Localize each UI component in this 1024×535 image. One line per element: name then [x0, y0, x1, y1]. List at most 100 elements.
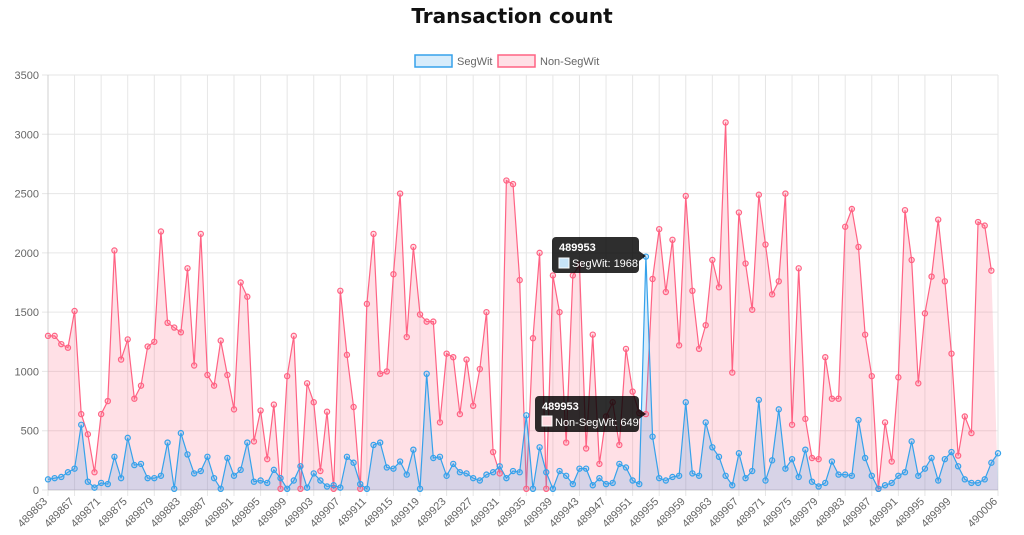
data-point-segwit[interactable] — [629, 477, 636, 484]
data-point-segwit[interactable] — [788, 455, 796, 463]
data-point-segwit[interactable] — [543, 469, 550, 476]
data-point-segwit[interactable] — [184, 451, 191, 458]
data-point-non-segwit[interactable] — [323, 408, 331, 415]
data-point-non-segwit[interactable] — [111, 247, 118, 254]
data-point-segwit[interactable] — [749, 467, 756, 475]
data-point-segwit[interactable] — [124, 434, 131, 442]
data-point-segwit[interactable] — [988, 459, 995, 466]
data-point-non-segwit[interactable] — [596, 460, 603, 468]
data-point-non-segwit[interactable] — [775, 278, 782, 285]
data-point-non-segwit[interactable] — [376, 370, 384, 377]
data-point-segwit[interactable] — [881, 482, 889, 489]
data-point-non-segwit[interactable] — [802, 415, 809, 423]
data-point-segwit[interactable] — [84, 478, 92, 485]
data-point-non-segwit[interactable] — [908, 256, 915, 264]
data-point-non-segwit[interactable] — [655, 225, 663, 233]
data-point-non-segwit[interactable] — [549, 272, 557, 279]
data-point-non-segwit[interactable] — [888, 458, 895, 465]
data-point-segwit[interactable] — [44, 476, 52, 483]
data-point-segwit[interactable] — [436, 453, 444, 460]
data-point-segwit[interactable] — [151, 474, 158, 482]
data-point-segwit[interactable] — [921, 465, 929, 472]
data-point-non-segwit[interactable] — [822, 354, 829, 361]
data-point-non-segwit[interactable] — [649, 275, 656, 283]
data-point-non-segwit[interactable] — [669, 236, 676, 244]
data-point-non-segwit[interactable] — [443, 350, 450, 357]
data-point-non-segwit[interactable] — [762, 241, 769, 248]
data-point-segwit[interactable] — [416, 485, 424, 493]
data-point-segwit[interactable] — [589, 482, 596, 489]
data-point-non-segwit[interactable] — [483, 308, 490, 316]
data-point-non-segwit[interactable] — [396, 190, 404, 197]
data-point-non-segwit[interactable] — [516, 276, 523, 284]
data-point-segwit[interactable] — [297, 463, 304, 470]
data-point-non-segwit[interactable] — [337, 287, 344, 294]
data-point-non-segwit[interactable] — [64, 344, 72, 351]
data-point-segwit[interactable] — [861, 454, 869, 462]
data-point-non-segwit[interactable] — [868, 372, 875, 380]
data-point-segwit[interactable] — [709, 444, 716, 451]
data-point-segwit[interactable] — [948, 448, 955, 456]
data-point-non-segwit[interactable] — [901, 206, 909, 214]
data-point-segwit[interactable] — [217, 485, 224, 493]
data-point-segwit[interactable] — [689, 470, 696, 477]
data-point-segwit[interactable] — [450, 460, 457, 468]
data-point-segwit[interactable] — [795, 473, 802, 481]
data-point-non-segwit[interactable] — [177, 329, 185, 336]
data-point-segwit[interactable] — [848, 472, 856, 479]
data-point-non-segwit[interactable] — [144, 343, 151, 350]
data-point-segwit[interactable] — [443, 472, 450, 479]
data-point-segwit[interactable] — [210, 474, 218, 482]
data-point-segwit[interactable] — [503, 474, 510, 482]
data-point-non-segwit[interactable] — [244, 293, 251, 300]
data-point-segwit[interactable] — [935, 477, 942, 484]
data-point-segwit[interactable] — [529, 485, 537, 493]
data-point-non-segwit[interactable] — [164, 319, 171, 327]
data-point-non-segwit[interactable] — [529, 335, 537, 342]
data-point-non-segwit[interactable] — [383, 368, 391, 375]
data-point-non-segwit[interactable] — [157, 228, 165, 235]
data-point-non-segwit[interactable] — [151, 338, 158, 345]
data-point-segwit[interactable] — [908, 438, 915, 445]
data-point-non-segwit[interactable] — [536, 249, 543, 257]
data-point-non-segwit[interactable] — [788, 421, 796, 428]
data-point-segwit[interactable] — [270, 466, 278, 474]
data-point-segwit[interactable] — [729, 482, 736, 489]
data-point-segwit[interactable] — [822, 479, 829, 487]
data-point-segwit[interactable] — [669, 473, 676, 481]
data-point-segwit[interactable] — [363, 485, 371, 493]
data-point-segwit[interactable] — [264, 479, 271, 487]
data-point-non-segwit[interactable] — [283, 372, 291, 380]
data-point-non-segwit[interactable] — [968, 429, 975, 437]
data-point-segwit[interactable] — [310, 470, 317, 477]
data-point-non-segwit[interactable] — [277, 485, 284, 493]
data-point-non-segwit[interactable] — [190, 362, 198, 369]
data-point-non-segwit[interactable] — [842, 223, 849, 230]
data-point-segwit[interactable] — [928, 454, 935, 462]
data-point-segwit[interactable] — [702, 419, 709, 426]
data-point-non-segwit[interactable] — [915, 380, 922, 387]
data-point-segwit[interactable] — [855, 416, 862, 424]
data-point-segwit[interactable] — [662, 477, 670, 484]
data-point-segwit[interactable] — [137, 460, 145, 468]
data-point-non-segwit[interactable] — [317, 467, 324, 475]
data-point-non-segwit[interactable] — [582, 445, 590, 452]
data-point-non-segwit[interactable] — [828, 395, 836, 402]
data-point-segwit[interactable] — [915, 472, 922, 479]
data-point-segwit[interactable] — [775, 406, 782, 413]
data-point-non-segwit[interactable] — [290, 332, 297, 340]
data-point-segwit[interactable] — [981, 476, 988, 483]
data-point-non-segwit[interactable] — [390, 271, 397, 278]
data-point-segwit[interactable] — [430, 454, 437, 462]
data-point-non-segwit[interactable] — [257, 407, 264, 414]
data-point-segwit[interactable] — [941, 455, 949, 463]
data-point-non-segwit[interactable] — [562, 439, 570, 446]
data-point-non-segwit[interactable] — [503, 177, 510, 184]
data-point-non-segwit[interactable] — [815, 455, 822, 463]
data-point-non-segwit[interactable] — [78, 410, 85, 418]
data-point-non-segwit[interactable] — [616, 441, 623, 449]
data-point-non-segwit[interactable] — [270, 401, 278, 408]
data-point-segwit[interactable] — [257, 477, 264, 484]
data-point-segwit[interactable] — [157, 472, 165, 479]
